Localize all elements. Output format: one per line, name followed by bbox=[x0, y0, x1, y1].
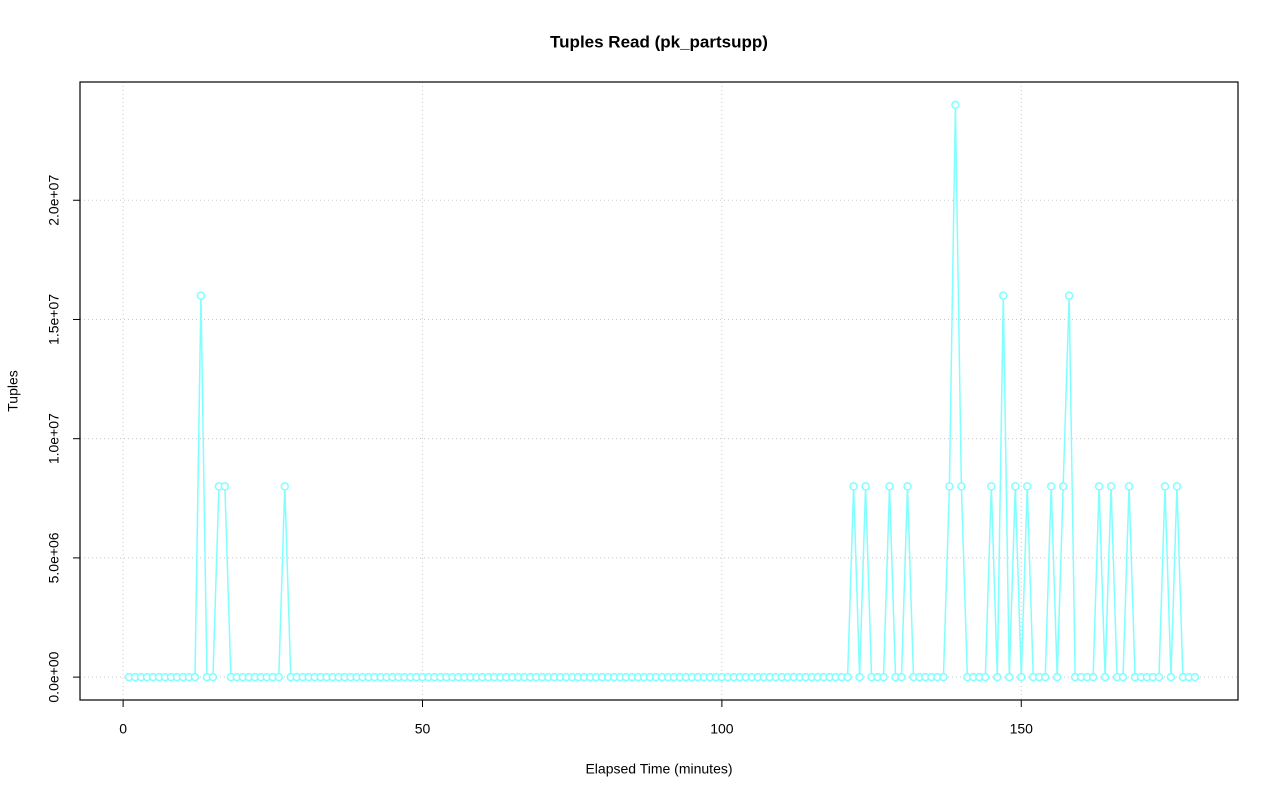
data-point bbox=[208, 672, 218, 682]
data-point bbox=[1022, 482, 1032, 491]
y-tick-label: 1.5e+07 bbox=[46, 294, 62, 345]
data-point bbox=[861, 482, 870, 491]
data-point bbox=[843, 672, 852, 682]
data-point bbox=[1160, 482, 1170, 491]
data-point bbox=[999, 291, 1008, 300]
plot-area bbox=[124, 100, 1200, 682]
plot-frame bbox=[79, 81, 1239, 701]
y-tick-label: 2.0e+07 bbox=[46, 175, 62, 226]
data-point bbox=[1154, 672, 1164, 682]
data-point bbox=[280, 482, 290, 491]
y-tick-label: 5.0e+06 bbox=[46, 532, 62, 583]
grid bbox=[80, 82, 1238, 700]
data-point bbox=[1166, 672, 1176, 682]
data-point bbox=[1016, 672, 1026, 682]
x-axis-label: Elapsed Time (minutes) bbox=[585, 761, 732, 777]
data-point bbox=[981, 672, 990, 682]
data-point bbox=[1088, 672, 1098, 682]
data-point bbox=[1172, 482, 1182, 491]
data-point bbox=[1100, 672, 1110, 682]
data-point bbox=[274, 672, 284, 682]
data-point bbox=[1124, 482, 1134, 491]
data-point bbox=[1058, 482, 1068, 491]
y-axis-label: Tuples bbox=[5, 370, 21, 412]
data-point bbox=[1005, 672, 1014, 682]
data-point bbox=[1106, 482, 1116, 491]
x-tick-label: 100 bbox=[710, 721, 734, 737]
data-point bbox=[879, 672, 888, 682]
data-point bbox=[1094, 482, 1104, 491]
x-tick-label: 50 bbox=[415, 721, 431, 737]
data-point bbox=[855, 672, 864, 682]
y-tick-label: 0.0e+00 bbox=[46, 651, 62, 702]
data-point bbox=[196, 291, 206, 300]
chart-title: Tuples Read (pk_partsupp) bbox=[550, 32, 768, 51]
data-point bbox=[885, 482, 894, 491]
data-point bbox=[1190, 672, 1200, 682]
data-point bbox=[957, 482, 966, 491]
data-point bbox=[951, 100, 960, 110]
data-point bbox=[1046, 482, 1056, 491]
data-point bbox=[945, 482, 954, 491]
x-tick-label: 0 bbox=[119, 721, 127, 737]
data-point bbox=[190, 672, 200, 682]
data-point bbox=[987, 482, 996, 491]
data-point bbox=[993, 672, 1002, 682]
data-point bbox=[939, 672, 948, 682]
data-point bbox=[849, 482, 858, 491]
data-point bbox=[1040, 672, 1050, 682]
series-line bbox=[129, 104, 1195, 678]
data-point bbox=[1011, 482, 1020, 491]
data-point bbox=[220, 482, 230, 491]
y-tick-label: 1.0e+07 bbox=[46, 413, 62, 464]
data-point bbox=[897, 672, 906, 682]
data-point bbox=[1052, 672, 1062, 682]
x-tick-label: 150 bbox=[1010, 721, 1034, 737]
data-point bbox=[1064, 291, 1074, 300]
data-point bbox=[903, 482, 912, 491]
data-point bbox=[1118, 672, 1128, 682]
